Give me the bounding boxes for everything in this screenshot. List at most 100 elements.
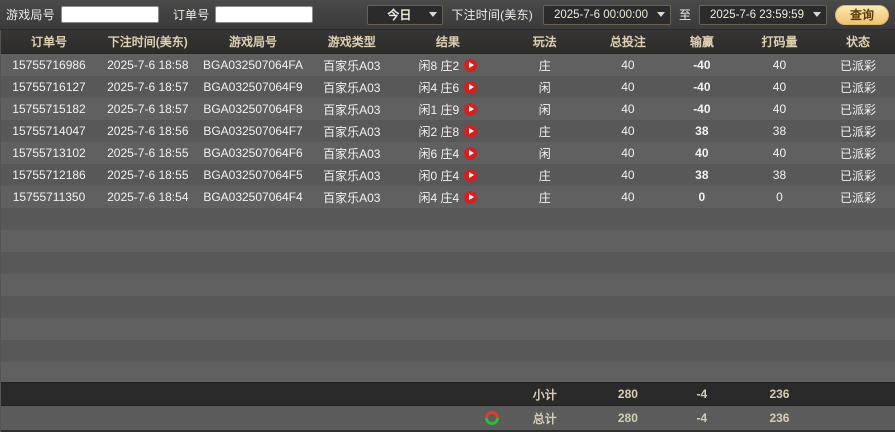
bet-time-label: 下注时间(美东) xyxy=(451,8,533,22)
cell-result: 闲1 庄9 xyxy=(396,101,499,118)
cell-game-type: 百家乐A03 xyxy=(323,146,381,161)
cell-game-round: BGA032507064F7 xyxy=(203,124,303,138)
table-row[interactable]: 15755716986 2025-7-6 18:58 BGA032507064FA 百… xyxy=(1,54,895,76)
order-no-input[interactable] xyxy=(215,6,314,23)
cell-play-type: 闲 xyxy=(538,146,551,161)
cell-game-round: BGA032507064F9 xyxy=(203,80,303,94)
query-button-label: 查询 xyxy=(849,8,874,22)
cell-result: 闲0 庄4 xyxy=(396,167,499,184)
cell-bet-time: 2025-7-6 18:57 xyxy=(107,80,189,94)
result-text: 闲4 庄6 xyxy=(418,80,460,95)
cell-game-round: BGA032507064F8 xyxy=(203,102,303,116)
query-button[interactable]: 查询 xyxy=(834,4,889,25)
grand-total-label: 总计 xyxy=(532,411,557,426)
subtotal-label: 小计 xyxy=(532,387,557,402)
cell-play-type: 庄 xyxy=(538,124,551,139)
cell-result: 闲4 庄6 xyxy=(396,79,499,96)
column-header-game-type[interactable]: 游戏类型 xyxy=(327,35,376,49)
table-empty-row xyxy=(1,230,895,252)
result-text: 闲1 庄9 xyxy=(418,102,460,117)
play-replay-icon[interactable] xyxy=(464,146,478,160)
table-empty-row xyxy=(1,362,895,382)
table-row[interactable]: 15755715182 2025-7-6 18:57 BGA032507064F8 百… xyxy=(1,98,895,120)
cell-order-no: 15755716127 xyxy=(12,80,86,94)
order-no-label: 订单号 xyxy=(172,8,210,22)
refresh-icon[interactable] xyxy=(485,411,500,425)
cell-bet-time: 2025-7-6 18:55 xyxy=(107,168,189,182)
column-header-total-bet[interactable]: 总投注 xyxy=(609,35,646,49)
date-from-select[interactable]: 2025-7-6 00:00:00 xyxy=(542,4,671,25)
cell-game-round: BGA032507064F5 xyxy=(203,168,303,182)
cell-total-bet: 40 xyxy=(621,190,635,204)
play-replay-icon[interactable] xyxy=(464,58,478,72)
table-empty-row xyxy=(1,340,895,362)
cell-result: 闲8 庄2 xyxy=(396,57,499,74)
period-select[interactable]: 今日 xyxy=(367,4,444,25)
result-text: 闲8 庄2 xyxy=(418,58,460,73)
cell-win-loss: -40 xyxy=(693,102,711,116)
cell-game-type: 百家乐A03 xyxy=(323,124,381,139)
column-header-game-round[interactable]: 游戏局号 xyxy=(229,35,278,49)
cell-status: 已派彩 xyxy=(840,80,877,95)
play-replay-icon[interactable] xyxy=(464,168,478,182)
table-empty-row xyxy=(1,318,895,340)
cell-order-no: 15755714047 xyxy=(12,124,86,138)
grand-total-chip-volume: 236 xyxy=(769,411,790,425)
cell-game-type: 百家乐A03 xyxy=(323,58,381,73)
cell-order-no: 15755712186 xyxy=(12,168,86,182)
column-header-bet-time[interactable]: 下注时间(美东) xyxy=(107,35,188,49)
cell-total-bet: 40 xyxy=(621,102,635,116)
grand-total-win-loss: -4 xyxy=(696,411,708,425)
play-replay-icon[interactable] xyxy=(464,190,478,204)
cell-game-type: 百家乐A03 xyxy=(323,80,381,95)
chevron-down-icon xyxy=(656,12,665,17)
cell-chip-volume: 40 xyxy=(772,58,787,72)
subtotal-total-bet: 280 xyxy=(617,387,638,401)
cell-bet-time: 2025-7-6 18:54 xyxy=(107,190,189,204)
column-header-play-type[interactable]: 玩法 xyxy=(532,35,557,49)
grand-total-row: 总计 280 -4 236 xyxy=(1,406,895,430)
column-header-status[interactable]: 状态 xyxy=(846,35,871,49)
table-empty-row xyxy=(1,274,895,296)
game-round-input[interactable] xyxy=(60,6,159,23)
cell-game-type: 百家乐A03 xyxy=(323,102,381,117)
cell-result: 闲2 庄8 xyxy=(396,123,499,140)
table-row[interactable]: 15755714047 2025-7-6 18:56 BGA032507064F7 百… xyxy=(1,120,895,142)
date-to-select[interactable]: 2025-7-6 23:59:59 xyxy=(698,4,827,25)
table-row[interactable]: 15755711350 2025-7-6 18:54 BGA032507064F4 百… xyxy=(1,186,895,208)
column-header-result[interactable]: 结果 xyxy=(435,35,460,49)
filter-toolbar: 游戏局号 订单号 今日 下注时间(美东) 2025-7-6 00:00:00 至… xyxy=(0,0,895,30)
table-row[interactable]: 15755713102 2025-7-6 18:55 BGA032507064F6 百… xyxy=(1,142,895,164)
grand-total-total-bet: 280 xyxy=(617,411,638,425)
cell-total-bet: 40 xyxy=(621,58,635,72)
play-replay-icon[interactable] xyxy=(464,80,478,94)
cell-bet-time: 2025-7-6 18:57 xyxy=(107,102,189,116)
column-header-chip-volume[interactable]: 打码量 xyxy=(761,35,798,49)
column-header-win-loss[interactable]: 输赢 xyxy=(689,35,714,49)
result-text: 闲4 庄4 xyxy=(418,190,460,205)
cell-game-round: BGA032507064F6 xyxy=(203,146,303,160)
column-header-order-no[interactable]: 订单号 xyxy=(31,35,68,49)
table-row[interactable]: 15755716127 2025-7-6 18:57 BGA032507064F9 百… xyxy=(1,76,895,98)
cell-total-bet: 40 xyxy=(621,80,635,94)
cell-status: 已派彩 xyxy=(840,146,877,161)
play-replay-icon[interactable] xyxy=(464,124,478,138)
cell-chip-volume: 40 xyxy=(772,102,787,116)
cell-chip-volume: 40 xyxy=(772,146,787,160)
date-to-value: 2025-7-6 23:59:59 xyxy=(709,8,804,21)
cell-win-loss: 38 xyxy=(695,168,709,182)
cell-result: 闲4 庄4 xyxy=(396,189,499,206)
cell-play-type: 闲 xyxy=(538,80,551,95)
table-body: 15755716986 2025-7-6 18:58 BGA032507064FA 百… xyxy=(1,54,895,382)
cell-chip-volume: 0 xyxy=(776,190,783,204)
cell-order-no: 15755713102 xyxy=(12,146,86,160)
cell-total-bet: 40 xyxy=(621,146,635,160)
cell-bet-time: 2025-7-6 18:58 xyxy=(107,58,189,72)
table-header-row: 订单号 下注时间(美东) 游戏局号 游戏类型 结果 玩法 总投注 输赢 打码量 … xyxy=(1,30,895,54)
cell-total-bet: 40 xyxy=(621,168,635,182)
chevron-down-icon xyxy=(429,12,438,17)
table-row[interactable]: 15755712186 2025-7-6 18:55 BGA032507064F5 百… xyxy=(1,164,895,186)
cell-chip-volume: 38 xyxy=(772,168,787,182)
play-replay-icon[interactable] xyxy=(464,102,478,116)
date-range-separator: 至 xyxy=(678,8,691,22)
